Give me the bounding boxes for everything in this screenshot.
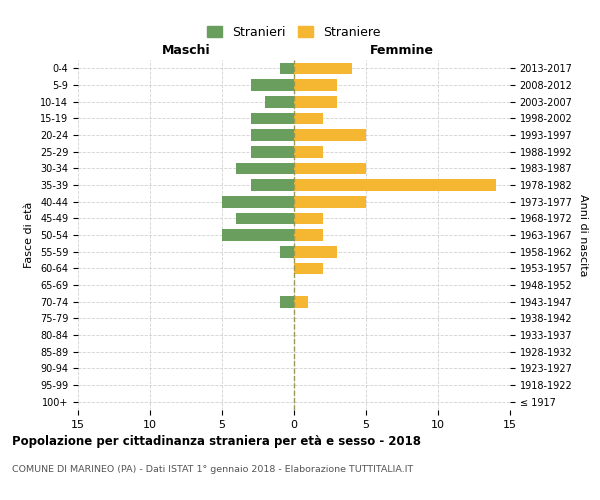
Y-axis label: Fasce di età: Fasce di età bbox=[25, 202, 34, 268]
Bar bbox=[294, 162, 366, 174]
Bar bbox=[280, 62, 294, 74]
Bar bbox=[280, 296, 294, 308]
Bar bbox=[294, 179, 496, 191]
Text: COMUNE DI MARINEO (PA) - Dati ISTAT 1° gennaio 2018 - Elaborazione TUTTITALIA.IT: COMUNE DI MARINEO (PA) - Dati ISTAT 1° g… bbox=[12, 465, 413, 474]
Bar bbox=[251, 146, 294, 158]
Bar bbox=[294, 79, 337, 91]
Bar bbox=[294, 129, 366, 141]
Bar bbox=[294, 296, 308, 308]
Text: Popolazione per cittadinanza straniera per età e sesso - 2018: Popolazione per cittadinanza straniera p… bbox=[12, 435, 421, 448]
Bar bbox=[280, 246, 294, 258]
Bar bbox=[294, 62, 352, 74]
Bar bbox=[294, 262, 323, 274]
Bar bbox=[236, 162, 294, 174]
Bar bbox=[251, 79, 294, 91]
Y-axis label: Anni di nascita: Anni di nascita bbox=[578, 194, 588, 276]
Bar bbox=[294, 212, 323, 224]
Text: Femmine: Femmine bbox=[370, 44, 434, 57]
Legend: Stranieri, Straniere: Stranieri, Straniere bbox=[202, 21, 386, 44]
Bar bbox=[251, 112, 294, 124]
Bar bbox=[294, 96, 337, 108]
Bar bbox=[222, 196, 294, 207]
Bar bbox=[251, 129, 294, 141]
Bar bbox=[294, 112, 323, 124]
Bar bbox=[236, 212, 294, 224]
Bar bbox=[294, 196, 366, 207]
Bar bbox=[294, 146, 323, 158]
Bar bbox=[294, 229, 323, 241]
Bar bbox=[265, 96, 294, 108]
Bar bbox=[294, 246, 337, 258]
Bar bbox=[222, 229, 294, 241]
Text: Maschi: Maschi bbox=[161, 44, 211, 57]
Bar bbox=[251, 179, 294, 191]
